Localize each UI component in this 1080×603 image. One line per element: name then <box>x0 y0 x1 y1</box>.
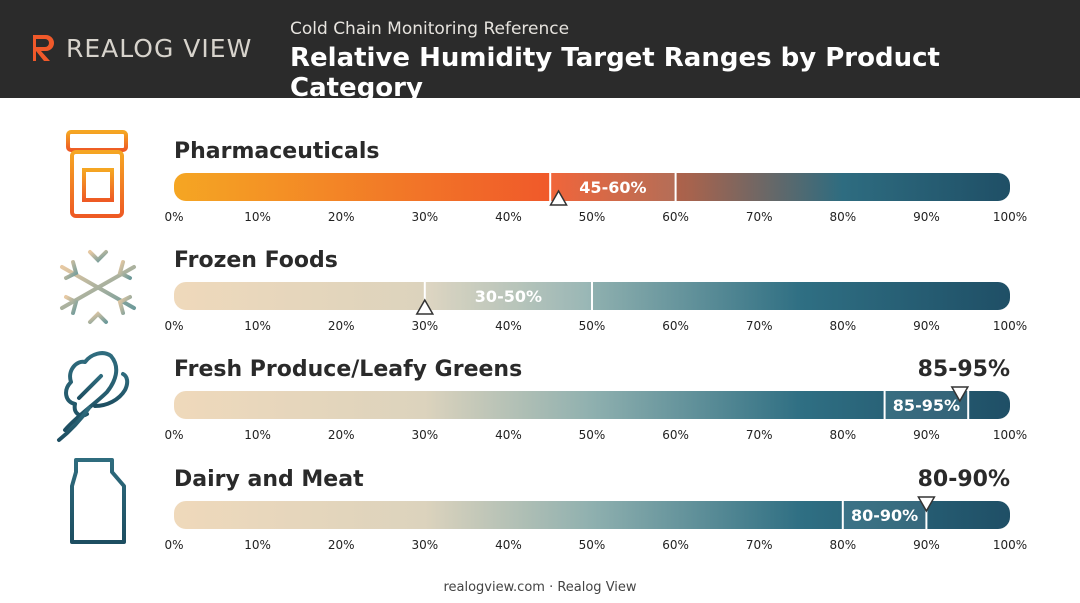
tick-label: 60% <box>662 538 689 552</box>
tick-label: 90% <box>913 538 940 552</box>
tick-label: 90% <box>913 428 940 442</box>
tick-label: 100% <box>993 538 1027 552</box>
footer: realogview.com · Realog View <box>443 580 637 595</box>
tick-label: 10% <box>244 210 271 224</box>
tick-label: 20% <box>328 319 355 333</box>
marker-triangle-pharmaceuticals <box>549 189 568 206</box>
tick-label: 20% <box>328 538 355 552</box>
brand-name: REALOG VIEW <box>66 33 253 63</box>
tick-label: 50% <box>579 428 606 442</box>
range-callout-dairy-meat: 80-90% <box>917 467 1010 492</box>
tick-label: 90% <box>913 210 940 224</box>
tick-label: 40% <box>495 428 522 442</box>
gradient-bar-pharmaceuticals <box>174 173 1010 201</box>
tick-label: 100% <box>993 319 1027 333</box>
page-subtitle: Cold Chain Monitoring Reference <box>290 19 570 39</box>
tick-label: 30% <box>411 538 438 552</box>
tick-label: 80% <box>829 428 856 442</box>
range-band-fresh-produce-leafy-greens <box>884 391 969 419</box>
tick-label: 60% <box>662 210 689 224</box>
tick-label: 90% <box>913 319 940 333</box>
gradient-bar-dairy-and-meat <box>174 501 1010 529</box>
tick-label: 60% <box>662 319 689 333</box>
tick-label: 60% <box>662 428 689 442</box>
tick-label: 70% <box>746 319 773 333</box>
tick-label: 0% <box>164 428 183 442</box>
category-title-fresh-produce: Fresh Produce/Leafy Greens <box>174 357 523 382</box>
tick-label: 0% <box>164 538 183 552</box>
gradient-bar-frozen-foods <box>174 282 1010 310</box>
tick-label: 100% <box>993 210 1027 224</box>
tick-label: 40% <box>495 538 522 552</box>
snowflake-icon <box>60 244 136 330</box>
tick-label: 50% <box>579 210 606 224</box>
page-title: Relative Humidity Target Ranges by Produ… <box>290 43 940 103</box>
tick-label: 70% <box>746 538 773 552</box>
tick-label: 20% <box>328 428 355 442</box>
tick-label: 20% <box>328 210 355 224</box>
tick-label: 100% <box>993 428 1027 442</box>
leafy-greens-icon <box>57 351 130 442</box>
realog-logo-icon <box>33 35 54 61</box>
tick-label: 80% <box>829 210 856 224</box>
marker-triangle-fresh-produce-leafy-greens <box>950 386 970 403</box>
range-label-frozen-foods: 30-50% <box>475 287 542 306</box>
tick-label: 0% <box>164 319 183 333</box>
tick-label: 40% <box>495 210 522 224</box>
category-title-dairy-meat: Dairy and Meat <box>174 467 364 492</box>
tick-label: 70% <box>746 428 773 442</box>
range-callout-fresh-produce: 85-95% <box>917 357 1010 382</box>
range-label-fresh-produce-leafy-greens: 85-95% <box>893 396 960 415</box>
pill-bottle-icon <box>66 130 128 218</box>
range-band-dairy-and-meat <box>842 501 927 529</box>
category-title-frozen-foods: Frozen Foods <box>174 248 338 273</box>
range-band-pharmaceuticals <box>550 173 676 201</box>
tick-label: 30% <box>411 319 438 333</box>
tick-label: 70% <box>746 210 773 224</box>
range-label-dairy-and-meat: 80-90% <box>851 506 918 525</box>
marker-triangle-dairy-and-meat <box>917 496 936 513</box>
tick-label: 10% <box>244 538 271 552</box>
tick-label: 40% <box>495 319 522 333</box>
tick-label: 50% <box>579 319 606 333</box>
tick-label: 50% <box>579 538 606 552</box>
brand-logo: REALOG VIEW <box>30 30 252 66</box>
tick-label: 10% <box>244 428 271 442</box>
tick-label: 80% <box>829 538 856 552</box>
tick-label: 30% <box>411 210 438 224</box>
marker-triangle-frozen-foods <box>415 298 435 315</box>
gradient-bar-fresh-produce-leafy-greens <box>174 391 1010 419</box>
range-band-frozen-foods <box>424 282 592 310</box>
range-label-pharmaceuticals: 45-60% <box>579 178 646 197</box>
tick-label: 0% <box>164 210 183 224</box>
tick-label: 80% <box>829 319 856 333</box>
header-bar: REALOG VIEW Cold Chain Monitoring Refere… <box>0 0 1080 103</box>
milk-carton-icon <box>70 458 126 544</box>
category-title-pharmaceuticals: Pharmaceuticals <box>174 139 380 164</box>
tick-label: 10% <box>244 319 271 333</box>
tick-label: 30% <box>411 428 438 442</box>
